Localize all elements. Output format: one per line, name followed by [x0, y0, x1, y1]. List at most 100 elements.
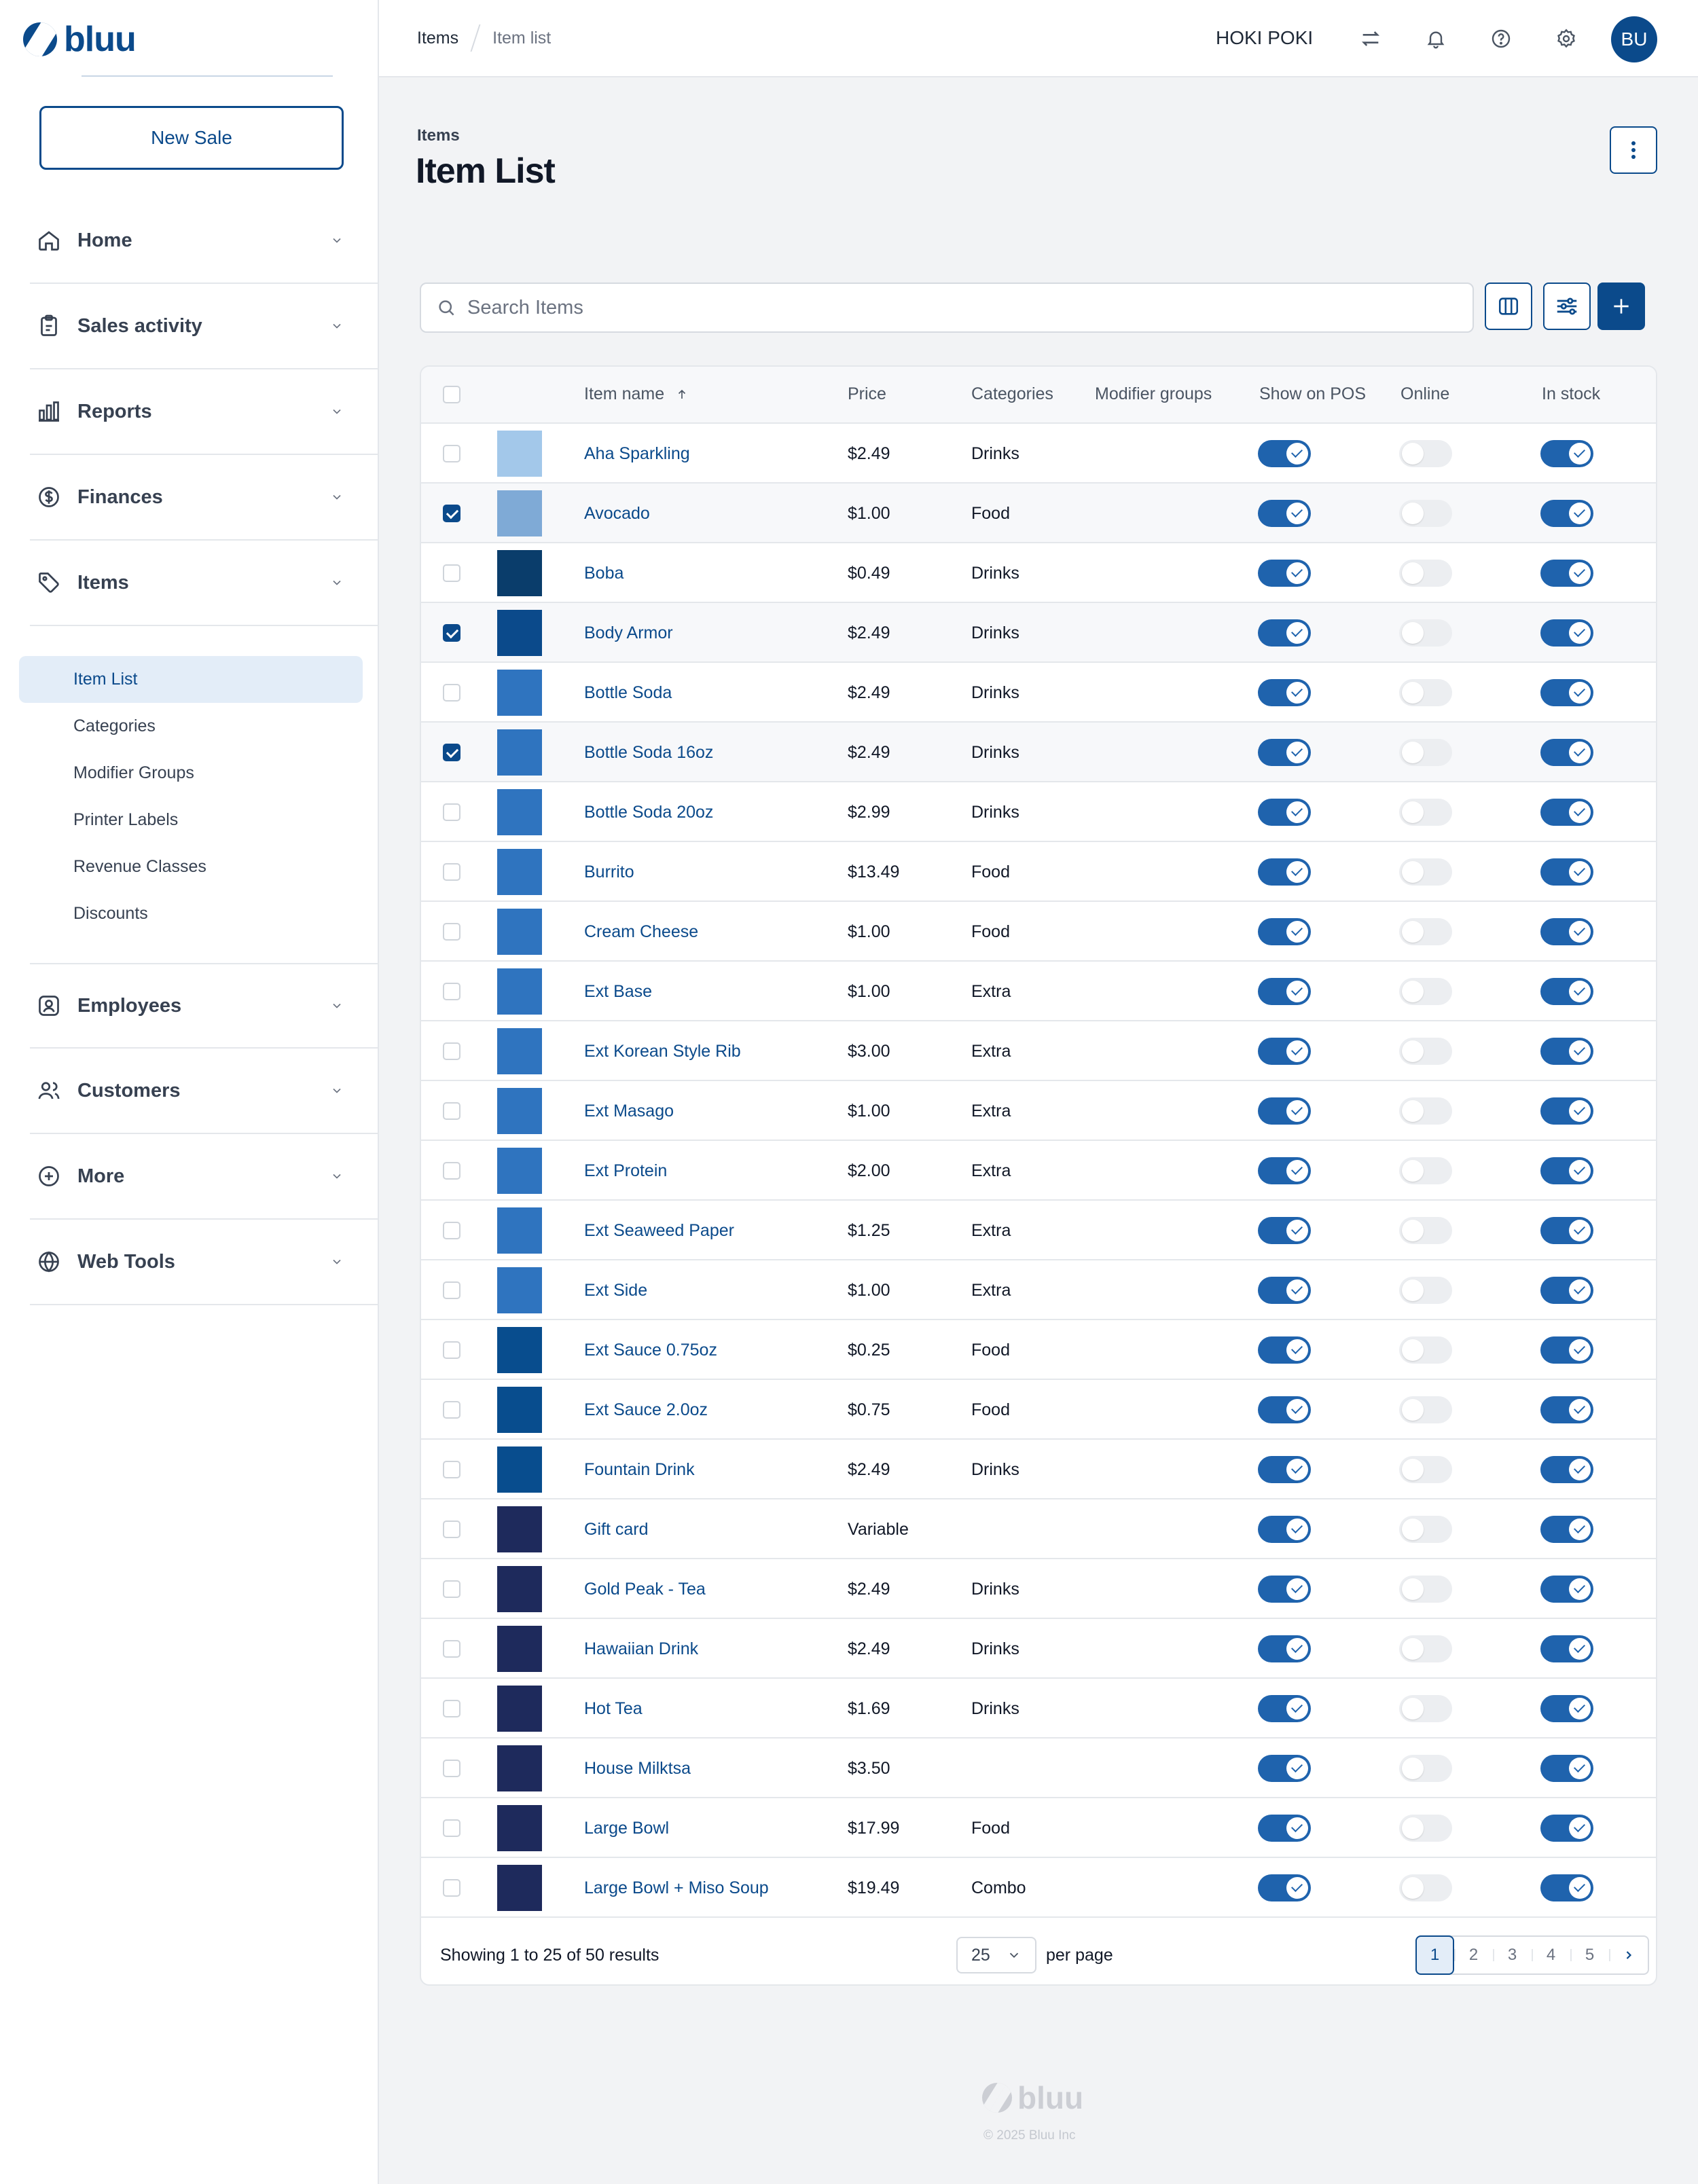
- show-on-pos-toggle[interactable]: [1258, 440, 1311, 467]
- subnav-modifier-groups[interactable]: Modifier Groups: [73, 763, 194, 782]
- breadcrumb-items[interactable]: Items: [417, 28, 459, 48]
- row-checkbox[interactable]: [443, 1580, 460, 1598]
- in-stock-toggle[interactable]: [1540, 500, 1593, 527]
- column-in-stock[interactable]: In stock: [1542, 384, 1601, 403]
- show-on-pos-toggle[interactable]: [1258, 978, 1311, 1005]
- online-toggle[interactable]: [1399, 619, 1452, 647]
- in-stock-toggle[interactable]: [1540, 918, 1593, 945]
- row-checkbox[interactable]: [443, 1102, 460, 1120]
- page-button-4[interactable]: 4: [1532, 1937, 1570, 1973]
- table-row[interactable]: Bottle Soda $2.49 Drinks: [421, 663, 1656, 723]
- show-on-pos-toggle[interactable]: [1258, 1336, 1311, 1364]
- table-row[interactable]: Ext Side $1.00 Extra: [421, 1260, 1656, 1320]
- subnav-categories[interactable]: Categories: [73, 716, 156, 735]
- item-name-link[interactable]: House Milktsa: [584, 1759, 691, 1778]
- item-name-link[interactable]: Ext Protein: [584, 1161, 668, 1180]
- in-stock-toggle[interactable]: [1540, 1396, 1593, 1423]
- online-toggle[interactable]: [1399, 1277, 1452, 1304]
- table-row[interactable]: Aha Sparkling $2.49 Drinks: [421, 424, 1656, 484]
- item-name-link[interactable]: Gift card: [584, 1520, 649, 1539]
- in-stock-toggle[interactable]: [1540, 1456, 1593, 1483]
- select-all-checkbox[interactable]: [443, 386, 460, 403]
- nav-customers[interactable]: Customers: [30, 1049, 379, 1134]
- nav-employees[interactable]: Employees: [30, 963, 379, 1049]
- table-row[interactable]: Hawaiian Drink $2.49 Drinks: [421, 1619, 1656, 1679]
- table-row[interactable]: Ext Korean Style Rib $3.00 Extra: [421, 1021, 1656, 1081]
- table-row[interactable]: Ext Base $1.00 Extra: [421, 962, 1656, 1021]
- in-stock-toggle[interactable]: [1540, 1755, 1593, 1782]
- item-name-link[interactable]: Body Armor: [584, 623, 673, 642]
- column-modifier-groups[interactable]: Modifier groups: [1095, 384, 1212, 403]
- column-item-name[interactable]: Item name: [584, 384, 688, 404]
- item-name-link[interactable]: Ext Masago: [584, 1102, 674, 1121]
- table-row[interactable]: Ext Masago $1.00 Extra: [421, 1081, 1656, 1141]
- item-name-link[interactable]: Burrito: [584, 862, 634, 881]
- online-toggle[interactable]: [1399, 1815, 1452, 1842]
- table-row[interactable]: Ext Seaweed Paper $1.25 Extra: [421, 1201, 1656, 1260]
- online-toggle[interactable]: [1399, 1755, 1452, 1782]
- add-item-button[interactable]: [1597, 283, 1645, 330]
- nav-home[interactable]: Home: [30, 198, 379, 284]
- in-stock-toggle[interactable]: [1540, 1695, 1593, 1722]
- online-toggle[interactable]: [1399, 1396, 1452, 1423]
- row-checkbox[interactable]: [443, 744, 460, 761]
- item-name-link[interactable]: Aha Sparkling: [584, 444, 690, 463]
- row-checkbox[interactable]: [443, 1700, 460, 1717]
- show-on-pos-toggle[interactable]: [1258, 739, 1311, 766]
- show-on-pos-toggle[interactable]: [1258, 1217, 1311, 1244]
- show-on-pos-toggle[interactable]: [1258, 1576, 1311, 1603]
- row-checkbox[interactable]: [443, 1162, 460, 1180]
- switch-arrows-icon[interactable]: [1356, 24, 1386, 54]
- show-on-pos-toggle[interactable]: [1258, 1157, 1311, 1184]
- item-name-link[interactable]: Gold Peak - Tea: [584, 1580, 706, 1599]
- row-checkbox[interactable]: [443, 983, 460, 1000]
- table-row[interactable]: Bottle Soda 16oz $2.49 Drinks: [421, 723, 1656, 782]
- item-name-link[interactable]: Bottle Soda 16oz: [584, 743, 714, 762]
- row-checkbox[interactable]: [443, 1640, 460, 1658]
- item-name-link[interactable]: Fountain Drink: [584, 1460, 695, 1479]
- show-on-pos-toggle[interactable]: [1258, 918, 1311, 945]
- item-name-link[interactable]: Ext Sauce 0.75oz: [584, 1341, 717, 1360]
- show-on-pos-toggle[interactable]: [1258, 1038, 1311, 1065]
- online-toggle[interactable]: [1399, 1695, 1452, 1722]
- in-stock-toggle[interactable]: [1540, 1097, 1593, 1125]
- table-row[interactable]: Gold Peak - Tea $2.49 Drinks: [421, 1559, 1656, 1619]
- row-checkbox[interactable]: [443, 803, 460, 821]
- table-row[interactable]: Ext Sauce 2.0oz $0.75 Food: [421, 1380, 1656, 1440]
- subnav-discounts[interactable]: Discounts: [73, 904, 148, 923]
- in-stock-toggle[interactable]: [1540, 1336, 1593, 1364]
- help-icon[interactable]: [1486, 24, 1516, 54]
- online-toggle[interactable]: [1399, 1157, 1452, 1184]
- table-row[interactable]: Boba $0.49 Drinks: [421, 543, 1656, 603]
- row-checkbox[interactable]: [443, 684, 460, 702]
- in-stock-toggle[interactable]: [1540, 1874, 1593, 1901]
- show-on-pos-toggle[interactable]: [1258, 1097, 1311, 1125]
- filter-button[interactable]: [1543, 283, 1591, 330]
- show-on-pos-toggle[interactable]: [1258, 500, 1311, 527]
- online-toggle[interactable]: [1399, 1217, 1452, 1244]
- more-options-button[interactable]: [1610, 126, 1657, 174]
- show-on-pos-toggle[interactable]: [1258, 1277, 1311, 1304]
- online-toggle[interactable]: [1399, 1336, 1452, 1364]
- show-on-pos-toggle[interactable]: [1258, 1456, 1311, 1483]
- item-name-link[interactable]: Cream Cheese: [584, 922, 699, 941]
- online-toggle[interactable]: [1399, 858, 1452, 886]
- nav-reports[interactable]: Reports: [30, 369, 379, 455]
- page-button-1[interactable]: 1: [1415, 1935, 1454, 1975]
- table-row[interactable]: Avocado $1.00 Food: [421, 484, 1656, 543]
- online-toggle[interactable]: [1399, 739, 1452, 766]
- online-toggle[interactable]: [1399, 1635, 1452, 1662]
- table-row[interactable]: Hot Tea $1.69 Drinks: [421, 1679, 1656, 1739]
- table-row[interactable]: Large Bowl $17.99 Food: [421, 1798, 1656, 1858]
- item-name-link[interactable]: Avocado: [584, 504, 650, 523]
- row-checkbox[interactable]: [443, 1222, 460, 1239]
- row-checkbox[interactable]: [443, 1042, 460, 1060]
- item-name-link[interactable]: Large Bowl + Miso Soup: [584, 1878, 769, 1897]
- row-checkbox[interactable]: [443, 923, 460, 941]
- item-name-link[interactable]: Hawaiian Drink: [584, 1639, 699, 1658]
- show-on-pos-toggle[interactable]: [1258, 1396, 1311, 1423]
- row-checkbox[interactable]: [443, 505, 460, 522]
- row-checkbox[interactable]: [443, 1401, 460, 1419]
- show-on-pos-toggle[interactable]: [1258, 1755, 1311, 1782]
- show-on-pos-toggle[interactable]: [1258, 1815, 1311, 1842]
